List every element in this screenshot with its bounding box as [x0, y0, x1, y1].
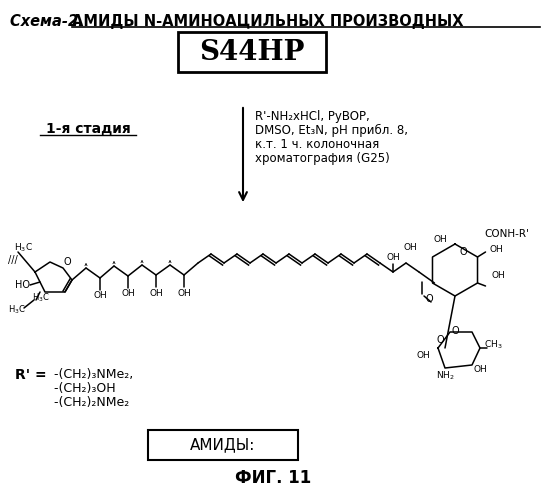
Text: OH: OH — [149, 288, 163, 298]
Text: $\mathregular{H_3C}$: $\mathregular{H_3C}$ — [32, 292, 50, 304]
Text: O: O — [459, 247, 467, 257]
Text: OH: OH — [474, 366, 488, 374]
Text: ///: /// — [8, 255, 18, 265]
Bar — [148, 430, 298, 460]
Text: Схема-2.: Схема-2. — [10, 14, 89, 29]
Text: O: O — [63, 257, 71, 267]
Bar — [178, 32, 326, 72]
Text: $\mathregular{H_3C}$: $\mathregular{H_3C}$ — [8, 304, 26, 316]
Text: $\mathregular{H_3C}$: $\mathregular{H_3C}$ — [14, 242, 33, 254]
Text: S44HP: S44HP — [199, 40, 305, 66]
Text: OH: OH — [433, 236, 447, 244]
Text: OH: OH — [177, 288, 191, 298]
Text: -(CH₂)₂NMe₂: -(CH₂)₂NMe₂ — [50, 396, 129, 409]
Text: OH: OH — [403, 244, 417, 252]
Text: -(CH₂)₃OH: -(CH₂)₃OH — [50, 382, 115, 395]
Text: O: O — [436, 335, 444, 345]
Text: O: O — [451, 326, 459, 336]
Text: OH: OH — [491, 270, 505, 280]
Text: R'-NH₂xHCl, PyBOP,: R'-NH₂xHCl, PyBOP, — [255, 110, 370, 123]
Text: R' =: R' = — [15, 368, 46, 382]
Text: к.т. 1 ч. колоночная: к.т. 1 ч. колоночная — [255, 138, 379, 151]
Text: OH: OH — [121, 290, 135, 298]
Text: HO: HO — [15, 280, 30, 290]
Text: АМИДЫ:: АМИДЫ: — [190, 438, 255, 452]
Text: OH: OH — [93, 292, 107, 300]
Text: $\mathregular{NH_2}$: $\mathregular{NH_2}$ — [435, 370, 455, 382]
Text: АМИДЫ N-АМИНОАЦИЛЬНЫХ ПРОИЗВОДНЫХ: АМИДЫ N-АМИНОАЦИЛЬНЫХ ПРОИЗВОДНЫХ — [72, 14, 463, 29]
Text: DMSO, Et₃N, pH прибл. 8,: DMSO, Et₃N, pH прибл. 8, — [255, 124, 408, 137]
Text: OH: OH — [416, 350, 430, 360]
Text: CONH-R': CONH-R' — [484, 229, 529, 239]
Text: O: O — [425, 294, 433, 304]
Text: OH: OH — [489, 246, 503, 254]
Text: $\mathregular{CH_3}$: $\mathregular{CH_3}$ — [484, 339, 503, 351]
Text: ФИГ. 11: ФИГ. 11 — [235, 469, 311, 487]
Text: хроматография (G25): хроматография (G25) — [255, 152, 390, 165]
Text: -(CH₂)₃NMe₂,: -(CH₂)₃NMe₂, — [50, 368, 133, 381]
Text: OH: OH — [386, 254, 400, 262]
Text: 1-я стадия: 1-я стадия — [45, 122, 130, 136]
